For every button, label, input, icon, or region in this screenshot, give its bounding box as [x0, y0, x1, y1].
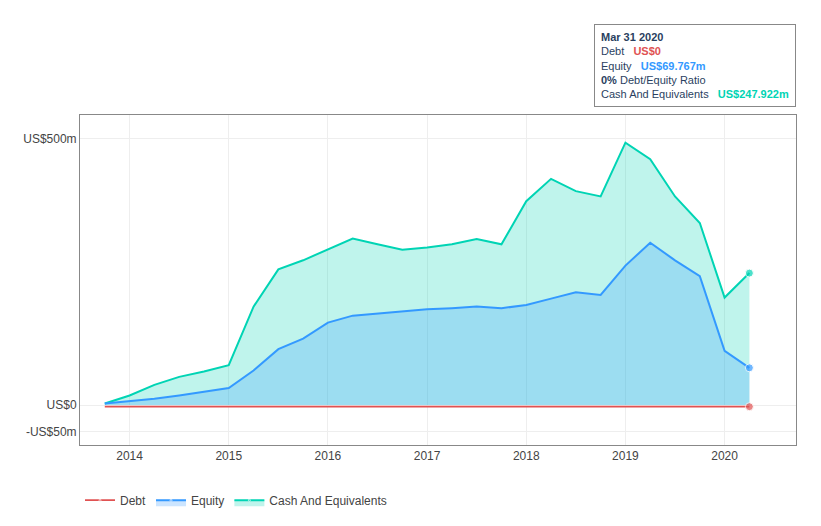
svg-text:2019: 2019 — [612, 449, 639, 463]
svg-text:2014: 2014 — [116, 449, 143, 463]
svg-text:2015: 2015 — [215, 449, 242, 463]
svg-text:Debt: Debt — [120, 494, 146, 508]
svg-text:-US$50m: -US$50m — [26, 425, 77, 439]
svg-text:Equity: Equity — [191, 494, 224, 508]
svg-text:Cash And Equivalents: Cash And Equivalents — [269, 494, 386, 508]
svg-text:Mar 31 2020Debt US$0Equity: Mar 31 2020Debt US$0Equity US$69.767m0% … — [601, 31, 789, 100]
svg-text:2018: 2018 — [513, 449, 540, 463]
svg-text:2020: 2020 — [711, 449, 738, 463]
svg-text:2016: 2016 — [315, 449, 342, 463]
svg-text:US$0: US$0 — [47, 398, 77, 412]
svg-text:US$500m: US$500m — [23, 132, 76, 146]
svg-text:2017: 2017 — [414, 449, 441, 463]
